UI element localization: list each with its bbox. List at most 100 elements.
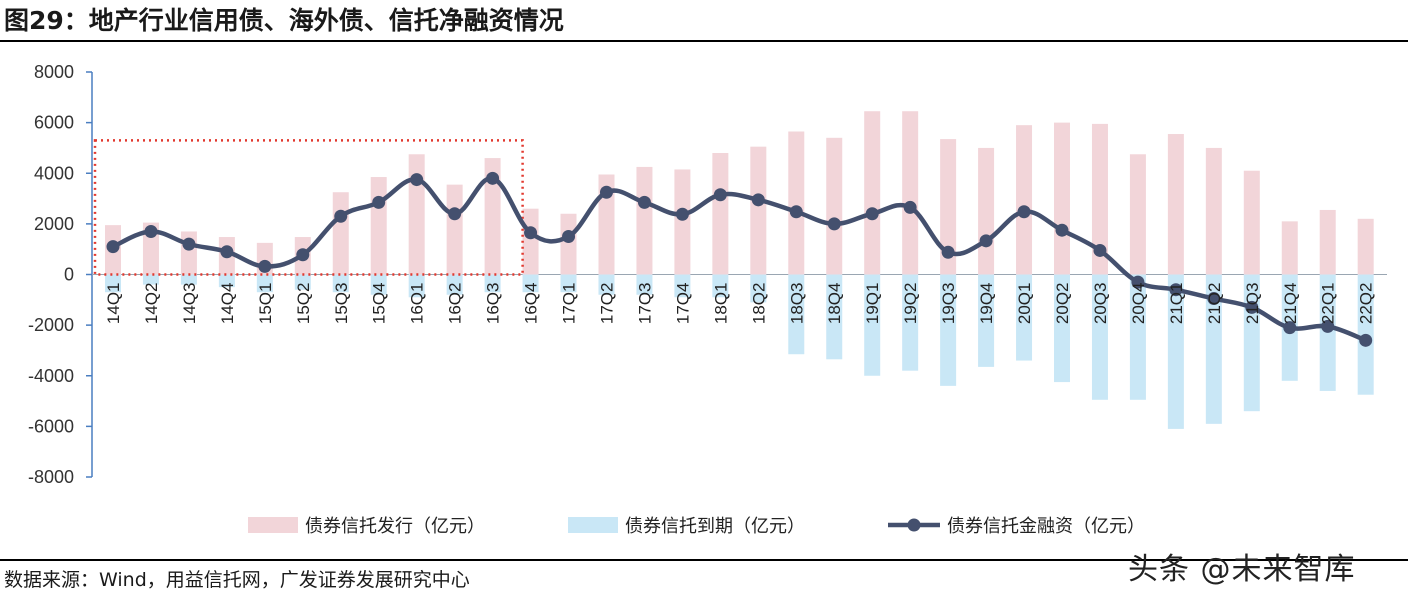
maturity-bar <box>674 274 691 298</box>
x-axis-labels: 14Q1 14Q2 14Q3 14Q4 15Q1 15Q2 15Q3 15Q4 16Q1 16Q2… <box>104 282 1376 324</box>
issuance-bar <box>978 147 995 275</box>
net-financing-line <box>106 171 1373 347</box>
issuance-bar <box>332 192 349 275</box>
issuance-bar <box>636 166 653 275</box>
net-financing-point <box>334 209 348 223</box>
x-tick-label: 15Q1 <box>256 283 275 325</box>
issuance-bar <box>1205 147 1222 275</box>
net-financing-point <box>486 171 500 185</box>
issuance-bar <box>1016 125 1033 275</box>
maturity-bar <box>256 274 273 293</box>
x-tick-label: 21Q3 <box>1243 283 1262 325</box>
maturity-bar <box>864 274 881 376</box>
x-tick-label: 16Q4 <box>522 283 541 325</box>
maturity-bar <box>1016 274 1033 361</box>
net-financing-point <box>258 259 272 273</box>
watermark: 头条 @未来智库 <box>1128 552 1356 587</box>
maturity-bar <box>294 274 311 290</box>
issuance-bar <box>864 111 881 275</box>
x-tick-label: 18Q1 <box>711 283 730 325</box>
maturity-bar <box>446 274 463 295</box>
maturity-bar <box>940 274 957 386</box>
net-financing-point <box>182 237 196 251</box>
legend-swatch-issuance <box>248 517 298 533</box>
maturity-bar <box>750 274 767 303</box>
chart-title: 图29：地产行业信用债、海外债、信托净融资情况 <box>4 6 564 35</box>
maturity-bar <box>484 274 501 293</box>
net-financing-point <box>713 188 727 202</box>
maturity-bar <box>332 274 349 293</box>
x-tick-label: 18Q4 <box>825 283 844 325</box>
net-financing-point <box>448 207 462 221</box>
x-tick-label: 17Q1 <box>560 283 579 325</box>
issuance-bar <box>408 154 425 275</box>
x-tick-label: 20Q2 <box>1053 283 1072 325</box>
net-financing-point <box>979 234 993 248</box>
x-tick-label: 16Q3 <box>484 282 503 324</box>
x-tick-label: 20Q4 <box>1129 283 1148 325</box>
y-tick-label: -8000 <box>28 467 74 487</box>
net-financing-point <box>1359 333 1373 347</box>
x-tick-label: 15Q2 <box>294 283 313 325</box>
net-financing-point <box>1207 292 1221 306</box>
issuance-bar <box>674 169 691 275</box>
net-financing-point <box>562 230 576 244</box>
net-financing-point <box>1131 275 1145 289</box>
maturity-bar <box>218 274 235 288</box>
x-tick-label: 18Q2 <box>749 283 768 325</box>
net-financing-point <box>941 245 955 259</box>
issuance-bar <box>1319 209 1336 275</box>
net-financing-point <box>1017 205 1031 219</box>
net-financing-point <box>144 224 158 238</box>
source-note: 数据来源：Wind，用益信托网，广发证券发展研究中心 <box>4 569 470 591</box>
x-tick-label: 20Q1 <box>1015 283 1034 325</box>
issuance-bar <box>484 158 501 275</box>
net-financing-chart: 8000 6000 4000 2000 0 -2000 -4000 -6000 -8000 14… <box>28 62 1387 537</box>
maturity-bars <box>105 274 1374 429</box>
maturity-bar <box>788 274 805 355</box>
y-tick-label: 8000 <box>34 62 74 82</box>
x-tick-label: 17Q4 <box>673 283 692 325</box>
net-financing-path <box>112 176 1367 343</box>
net-financing-point <box>1283 321 1297 335</box>
maturity-bar <box>978 274 995 367</box>
maturity-bar <box>408 274 425 298</box>
x-tick-label: 19Q1 <box>863 283 882 325</box>
issuance-bar <box>826 137 843 275</box>
net-financing-point <box>675 207 689 221</box>
legend-swatch-maturity <box>568 517 618 533</box>
net-financing-point <box>827 217 841 231</box>
issuance-bar <box>522 208 539 275</box>
maturity-bar <box>370 274 387 295</box>
x-tick-label: 15Q3 <box>332 283 351 325</box>
x-tick-label: 14Q4 <box>218 283 237 325</box>
x-tick-label: 18Q3 <box>787 283 806 325</box>
x-tick-label: 22Q2 <box>1357 283 1376 325</box>
issuance-bar <box>370 177 387 275</box>
net-financing-point <box>372 195 386 209</box>
issuance-bar <box>902 111 919 275</box>
legend: 债券信托发行（亿元） 债券信托到期（亿元） 债券信托金融资（亿元） <box>248 516 1145 537</box>
maturity-bar <box>598 274 615 295</box>
title-underline <box>0 40 1408 42</box>
net-financing-point <box>637 195 651 209</box>
x-tick-label: 22Q1 <box>1319 283 1338 325</box>
maturity-bar <box>826 274 843 360</box>
y-tick-label: -4000 <box>28 366 74 386</box>
y-tick-label: 2000 <box>34 214 74 234</box>
x-tick-label: 21Q1 <box>1167 283 1186 325</box>
issuance-bar <box>788 131 805 275</box>
maturity-bar <box>105 274 121 293</box>
y-tick-label: -6000 <box>28 416 74 436</box>
net-financing-point <box>599 185 613 199</box>
net-financing-point <box>1245 300 1259 314</box>
issuance-bars <box>105 111 1374 275</box>
x-tick-label: 17Q3 <box>635 283 654 325</box>
issuance-bar <box>1054 122 1070 275</box>
x-tick-label: 19Q3 <box>939 283 958 325</box>
net-financing-point <box>1169 283 1183 297</box>
net-financing-point <box>903 200 917 214</box>
net-financing-point <box>524 226 538 240</box>
x-tick-label: 19Q2 <box>901 283 920 325</box>
highlight-box-layer <box>93 139 524 276</box>
